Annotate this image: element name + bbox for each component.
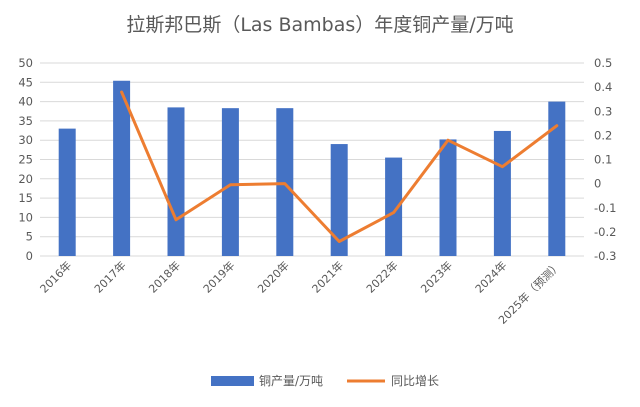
right-tick-label: 0.1 — [594, 153, 612, 167]
bar — [276, 108, 294, 256]
right-tick-label: 0.3 — [594, 104, 612, 118]
left-axis: 0 5 10 15 20 25 30 35 40 45 50 — [18, 56, 33, 263]
left-tick-label: 30 — [18, 133, 33, 147]
right-axis: -0.3 -0.2 -0.1 0 0.1 0.2 0.3 0.4 0.5 — [594, 56, 616, 263]
chart-title: 拉斯邦巴斯（Las Bambas）年度铜产量/万吨 — [126, 14, 513, 36]
bar — [113, 80, 131, 256]
bar — [385, 157, 403, 256]
left-tick-label: 10 — [18, 210, 33, 224]
bar — [330, 144, 348, 256]
left-tick-label: 20 — [18, 172, 33, 186]
right-tick-label: -0.3 — [594, 249, 616, 263]
grid-lines — [40, 62, 584, 257]
left-tick-label: 40 — [18, 95, 33, 109]
right-tick-label: 0.2 — [594, 128, 612, 142]
legend-label-bar: 铜产量/万吨 — [259, 373, 323, 388]
left-tick-label: 5 — [26, 230, 33, 244]
right-tick-label: 0.5 — [594, 56, 612, 70]
right-tick-label: -0.2 — [594, 225, 616, 239]
left-tick-label: 45 — [18, 75, 33, 89]
line-series — [120, 90, 559, 243]
left-tick-label: 15 — [18, 191, 33, 205]
left-tick-label: 50 — [18, 56, 33, 70]
bar — [548, 101, 566, 256]
growth-line — [120, 90, 559, 243]
right-tick-label: 0 — [594, 177, 601, 191]
bar — [439, 139, 457, 256]
left-tick-label: 0 — [26, 249, 33, 263]
right-tick-label: 0.4 — [594, 80, 612, 94]
left-tick-label: 35 — [18, 114, 33, 128]
bar-series — [58, 80, 566, 256]
legend: 铜产量/万吨 同比增长 — [211, 373, 439, 388]
bar — [221, 108, 239, 256]
right-tick-label: -0.1 — [594, 201, 616, 215]
bar — [493, 130, 511, 256]
legend-label-line: 同比增长 — [391, 374, 439, 388]
bar — [167, 107, 185, 256]
bar — [58, 128, 76, 256]
left-tick-label: 25 — [18, 153, 33, 167]
legend-swatch-bar — [211, 376, 254, 386]
